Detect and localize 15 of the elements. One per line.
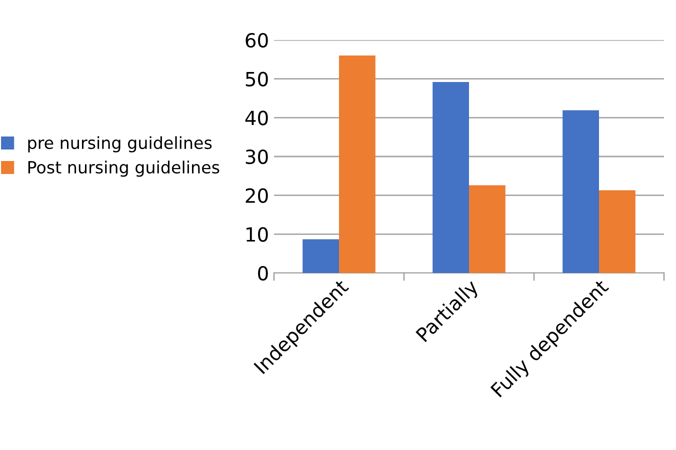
y-tick-label: 50	[246, 72, 268, 86]
y-tick-label: 20	[246, 188, 268, 203]
bar	[562, 110, 599, 273]
y-tick-label: 40	[245, 110, 268, 126]
y-tick-label: 0	[258, 266, 268, 281]
bar	[469, 185, 506, 273]
legend-label: Post nursing guidelines	[28, 160, 220, 177]
bar	[339, 56, 376, 273]
y-tick-label: 10	[246, 227, 268, 242]
bar	[432, 82, 469, 273]
y-tick-label: 60	[246, 32, 268, 48]
y-tick-label: 30	[246, 149, 268, 164]
legend-label: pre nursing guidelines	[28, 136, 212, 152]
bar	[302, 239, 339, 273]
bar	[599, 190, 636, 273]
